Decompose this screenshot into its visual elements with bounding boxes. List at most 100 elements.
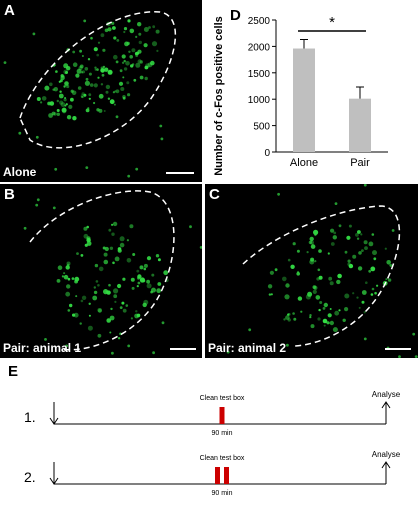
cell-dot [88, 97, 91, 100]
cell-dot [344, 250, 348, 254]
cell-dot [74, 279, 78, 284]
error-bar [356, 86, 364, 99]
cell-dot [130, 317, 133, 320]
cell-dot [138, 32, 142, 36]
cell-dot [130, 64, 134, 68]
cell-dot [79, 64, 84, 69]
cell-dot [136, 269, 140, 273]
timeline-panel: E 1. Clean test box 90 min Analyse 2. Clean t… [0, 362, 418, 500]
cell-dot [83, 93, 87, 97]
cell-dot [364, 246, 368, 250]
cell-dot [88, 93, 92, 97]
cell-dot [58, 80, 61, 83]
cell-dot [114, 256, 120, 262]
cell-dot [77, 86, 82, 90]
cell-dot [125, 304, 129, 307]
cell-dot [152, 351, 156, 355]
cell-dot [136, 285, 139, 288]
cell-dot [319, 301, 323, 304]
cell-dot [248, 328, 252, 332]
scale-bar [385, 348, 411, 350]
cell-dot [300, 310, 303, 313]
cell-dot [105, 84, 111, 90]
row-number: 2. [24, 469, 36, 485]
cell-dot [86, 241, 92, 246]
cell-dot [85, 166, 89, 170]
cell-dot [130, 277, 135, 282]
cell-dot [309, 314, 312, 317]
cell-dot [290, 264, 295, 269]
cell-dot [56, 279, 61, 283]
caption-pair-2: Pair: animal 2 [208, 341, 287, 355]
cell-dot [156, 49, 159, 53]
cell-dot [18, 131, 22, 135]
cell-dot [370, 293, 374, 296]
cell-dot [105, 290, 109, 293]
event-label: Clean test box [200, 455, 245, 462]
cell-dot [322, 318, 328, 324]
cell-dot [269, 270, 274, 275]
error-bar [300, 39, 308, 49]
cell-dot [318, 275, 323, 280]
bar-chart: D Number of c-Fos positive cells 0 500 100… [213, 7, 388, 176]
cell-dot [328, 276, 333, 281]
cell-dot [96, 53, 99, 57]
cell-dot [348, 263, 354, 269]
cell-dot [83, 233, 89, 239]
cell-dot [113, 54, 118, 60]
cell-dot [121, 54, 126, 59]
cell-dot [368, 269, 372, 273]
cell-dot [112, 91, 115, 94]
cell-dot [114, 90, 117, 93]
cell-dot [53, 112, 57, 116]
cell-dot [97, 41, 101, 44]
cell-dot [293, 317, 297, 321]
cell-dot [135, 62, 141, 68]
cell-dot [306, 251, 309, 254]
cell-dot [125, 61, 130, 66]
significance-marker: * [329, 14, 335, 31]
cell-dot [414, 355, 418, 358]
cell-dot [98, 93, 104, 99]
cell-dot [161, 321, 165, 325]
caption-pair-1: Pair: animal 1 [3, 341, 82, 355]
cell-dot [144, 76, 148, 81]
cell-dot [70, 97, 74, 102]
panel-label-a: A [4, 2, 15, 19]
cell-dot [330, 228, 335, 233]
cell-dot [305, 294, 311, 300]
cell-dot [66, 284, 71, 289]
cell-dot [111, 223, 114, 226]
micrograph-pair-animal-2: C Pair: animal 2 [205, 184, 418, 358]
cell-dot [346, 235, 351, 240]
cell-dot [356, 237, 360, 240]
cell-dot [121, 61, 125, 64]
cell-dot [151, 287, 156, 293]
cell-dot [71, 277, 75, 280]
cell-dot [146, 279, 151, 284]
cleaning-event [219, 407, 225, 424]
cell-dot [376, 284, 379, 287]
cell-dot [132, 253, 136, 256]
cell-dot [88, 72, 92, 76]
cell-dot [122, 308, 127, 313]
cell-dot [87, 325, 93, 331]
cell-dot [102, 65, 106, 69]
cell-dot [128, 50, 131, 53]
cell-dot [93, 286, 97, 289]
cell-dot [134, 52, 139, 56]
cell-dot [119, 69, 123, 73]
cell-dots [23, 198, 202, 355]
cell-dot [76, 68, 82, 74]
cell-dot [143, 263, 148, 268]
cell-dot [61, 109, 67, 114]
cell-dot [87, 58, 91, 61]
timeline-diagram: E 1. Clean test box 90 min Analyse 2. Clean t… [8, 363, 401, 497]
cell-dot [67, 277, 71, 281]
cell-dot [327, 252, 330, 255]
cell-dot [105, 90, 109, 94]
cell-dot [327, 313, 332, 318]
cell-dot [102, 48, 106, 52]
cell-dot [138, 40, 142, 45]
cell-dot [137, 276, 140, 280]
